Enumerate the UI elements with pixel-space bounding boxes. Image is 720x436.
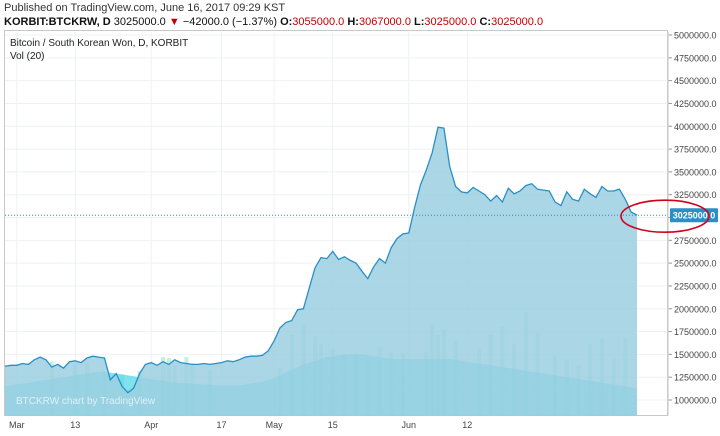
price-line bbox=[4, 126, 638, 394]
y-tick-label: 1500000.0 bbox=[674, 350, 717, 360]
legend-title: Bitcoin / South Korean Won, D, KORBIT bbox=[10, 38, 189, 49]
highlight-ellipse bbox=[620, 199, 710, 234]
x-tick-label: 15 bbox=[328, 420, 338, 430]
y-tick-label: 4250000.0 bbox=[674, 99, 717, 109]
legend-volume: Vol (20) bbox=[10, 51, 45, 62]
x-tick-label: Mar bbox=[9, 420, 25, 430]
last-price-tag bbox=[670, 208, 718, 223]
high-value: 3067000.0 bbox=[358, 16, 411, 28]
symbol-label: KORBIT:BTCKRW, D bbox=[4, 16, 111, 28]
down-arrow-icon: ▼ bbox=[168, 16, 180, 28]
y-tick-label: 2000000.0 bbox=[674, 304, 717, 314]
high-label: H: bbox=[347, 16, 359, 28]
x-tick-label: 12 bbox=[462, 420, 472, 430]
x-tick-label: Apr bbox=[144, 420, 158, 430]
y-tick-label: 4000000.0 bbox=[674, 122, 717, 132]
x-tick-label: 17 bbox=[217, 420, 227, 430]
quote-line: KORBIT:BTCKRW, D 3025000.0 ▼ −42000.0 (−… bbox=[4, 16, 543, 28]
last-price: 3025000.0 bbox=[113, 16, 166, 28]
y-tick-label: 1750000.0 bbox=[674, 327, 717, 337]
y-tick-label: 5000000.0 bbox=[674, 31, 717, 41]
published-note: Published on TradingView.com, June 16, 2… bbox=[4, 2, 286, 14]
y-tick-label: 4750000.0 bbox=[674, 53, 717, 63]
price-change: −42000.0 (−1.37%) bbox=[182, 16, 277, 28]
low-value: 3025000.0 bbox=[424, 16, 477, 28]
close-value: 3025000.0 bbox=[491, 16, 544, 28]
x-tick-label: 13 bbox=[70, 420, 80, 430]
y-tick-label: 3250000.0 bbox=[674, 190, 717, 200]
y-tick-label: 2250000.0 bbox=[674, 281, 717, 291]
last-price-label: 3025000.0 bbox=[673, 211, 716, 221]
y-tick-label: 2750000.0 bbox=[674, 236, 717, 246]
y-tick-label: 1250000.0 bbox=[674, 373, 717, 383]
watermark: BTCKRW chart by TradingView bbox=[16, 396, 156, 407]
y-tick-label: 1000000.0 bbox=[674, 396, 717, 406]
open-label: O: bbox=[280, 16, 293, 28]
x-tick-label: May bbox=[266, 420, 284, 430]
y-tick-label: 4500000.0 bbox=[674, 76, 717, 86]
x-tick-label: Jun bbox=[402, 420, 417, 430]
open-value: 3055000.0 bbox=[292, 16, 345, 28]
low-label: L: bbox=[414, 16, 425, 28]
price-layer bbox=[4, 126, 638, 416]
y-tick-label: 3500000.0 bbox=[674, 167, 717, 177]
close-label: C: bbox=[479, 16, 492, 28]
chart-header: Published on TradingView.com, June 16, 2… bbox=[0, 0, 720, 30]
axis-layer: 5000000.0 4750000.0 4500000.0 4250000.0 4000… bbox=[5, 31, 718, 430]
y-tick-label: 3750000.0 bbox=[674, 145, 717, 155]
price-area bbox=[5, 127, 637, 416]
y-tick-label: 2500000.0 bbox=[674, 259, 717, 269]
